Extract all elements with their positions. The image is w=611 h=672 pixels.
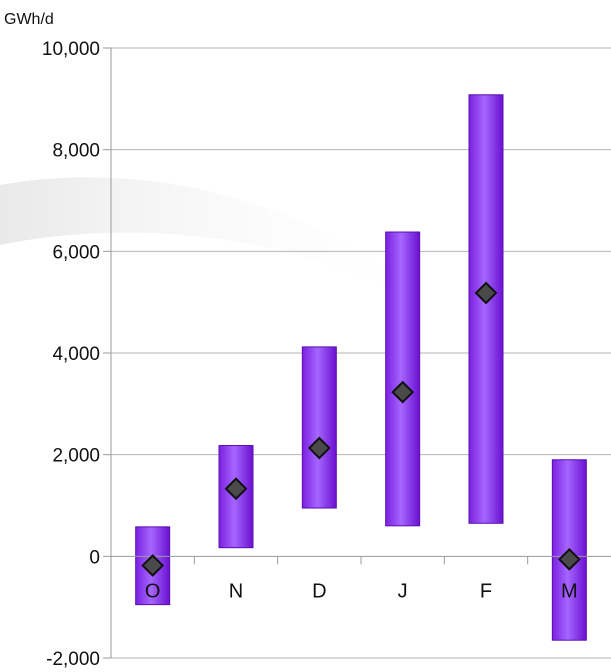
range-bar-F bbox=[468, 94, 504, 524]
y-tick-label: 4,000 bbox=[52, 344, 100, 365]
y-axis-unit-label: GWh/d bbox=[4, 11, 54, 28]
marker-O bbox=[141, 554, 165, 577]
y-tick-label: 2,000 bbox=[52, 446, 100, 467]
y-tick-label: 8,000 bbox=[52, 141, 100, 162]
x-axis-tick-marks bbox=[193, 556, 529, 565]
x-category-label: J bbox=[398, 580, 408, 602]
x-category-label: O bbox=[145, 580, 161, 602]
range-bars bbox=[135, 94, 587, 641]
marker-J bbox=[391, 380, 415, 404]
x-category-label: M bbox=[561, 580, 578, 602]
marker-M bbox=[557, 547, 581, 571]
marker-F bbox=[474, 281, 498, 305]
marker-D bbox=[307, 436, 331, 460]
y-tick-label: 0 bbox=[89, 547, 100, 568]
x-category-label: N bbox=[229, 580, 243, 602]
y-tick-label: 10,000 bbox=[42, 39, 100, 60]
value-markers bbox=[141, 281, 581, 577]
x-category-label: D bbox=[312, 580, 326, 602]
y-axis-tick-labels: -2,000 0 2,000 4,000 6,000 8,000 10,000 bbox=[42, 39, 100, 670]
x-category-label: F bbox=[480, 580, 492, 602]
y-tick-label: 6,000 bbox=[52, 242, 100, 263]
y-tick-label: -2,000 bbox=[46, 649, 100, 670]
gridlines bbox=[103, 47, 611, 659]
range-bar-D bbox=[301, 346, 337, 509]
marker-N bbox=[224, 477, 248, 501]
range-bar-J bbox=[385, 231, 421, 527]
